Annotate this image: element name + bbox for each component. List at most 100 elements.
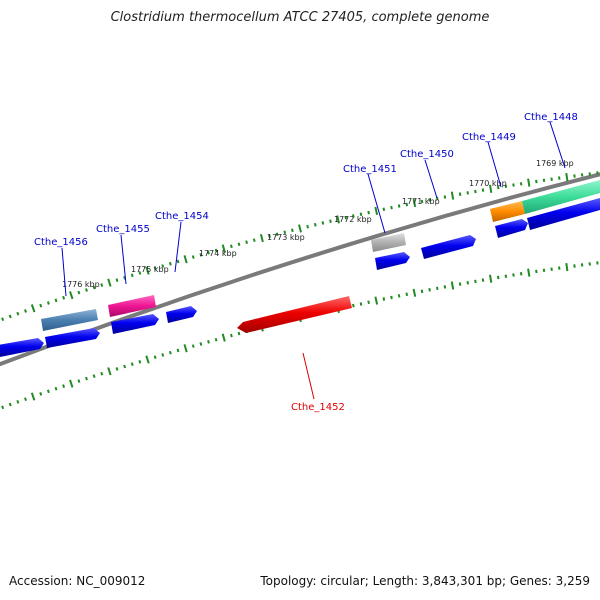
gene-features-forward [0, 198, 600, 357]
minor-tick [504, 274, 508, 278]
major-tick [69, 291, 74, 300]
minor-tick [161, 353, 165, 357]
minor-tick [458, 192, 462, 196]
minor-tick [199, 342, 203, 346]
gene-label-cthe-1448[interactable]: Cthe_1448 [524, 112, 578, 123]
gene-forward[interactable] [0, 338, 44, 357]
minor-tick [237, 331, 241, 336]
minor-tick [352, 303, 355, 308]
minor-tick [1, 317, 5, 322]
minor-tick [466, 191, 469, 195]
minor-tick [54, 386, 58, 391]
major-tick [374, 206, 379, 216]
minor-tick [367, 300, 370, 305]
minor-tick [550, 267, 553, 271]
gene-cthe-1455[interactable] [108, 295, 156, 317]
gene-label-cthe-1451[interactable]: Cthe_1451 [343, 164, 397, 175]
gene-cthe-1452[interactable] [237, 296, 352, 333]
gene-forward[interactable] [527, 198, 600, 230]
major-tick [565, 262, 569, 272]
gene-forward[interactable] [375, 252, 410, 270]
minor-tick [130, 273, 134, 278]
minor-tick [85, 376, 88, 381]
minor-tick [191, 255, 195, 259]
gene-cthe-1448[interactable] [522, 180, 600, 214]
ruler-label-1775: 1775 kbp [131, 265, 169, 274]
minor-tick [329, 219, 332, 223]
gene-label-cthe-1456[interactable]: Cthe_1456 [34, 237, 88, 248]
minor-tick [62, 384, 66, 389]
minor-tick [153, 266, 157, 271]
minor-tick [359, 302, 363, 306]
major-tick [30, 392, 36, 401]
leader-line [367, 173, 386, 234]
major-tick [489, 274, 493, 283]
minor-tick [512, 183, 515, 187]
minor-tick [428, 288, 431, 292]
accession-text: Accession: NC_009012 [9, 574, 146, 588]
minor-tick [100, 283, 104, 287]
ruler-label-1770: 1770 kbp [469, 179, 507, 188]
gene-forward[interactable] [111, 314, 159, 334]
leader-line [549, 121, 566, 169]
minor-tick [283, 230, 287, 235]
leader-line [174, 221, 182, 273]
minor-tick [321, 221, 325, 225]
minor-tick [54, 298, 58, 303]
minor-tick [92, 285, 96, 290]
minor-tick [168, 350, 172, 355]
gene-label-cthe-1455[interactable]: Cthe_1455 [96, 224, 150, 235]
ruler-label-1773: 1773 kbp [267, 233, 305, 242]
major-tick [259, 234, 264, 243]
minor-tick [230, 333, 233, 338]
gene-label-cthe-1449[interactable]: Cthe_1449 [462, 132, 516, 143]
gene-label-cthe-1450[interactable]: Cthe_1450 [400, 149, 454, 160]
leader-line [487, 141, 502, 188]
minor-tick [481, 278, 485, 282]
gene-cthe-1456[interactable] [41, 309, 98, 331]
major-tick [450, 281, 455, 290]
minor-tick [24, 309, 27, 313]
minor-tick [115, 367, 119, 371]
label-leader-lines [61, 121, 566, 400]
minor-tick [352, 214, 355, 218]
minor-tick [77, 290, 81, 295]
gene-label-cthe-1454[interactable]: Cthe_1454 [155, 211, 209, 222]
map-title: Clostridium thermocellum ATCC 27405, com… [110, 10, 490, 25]
major-tick [374, 296, 379, 305]
gene-cthe-1450[interactable] [421, 235, 476, 259]
minor-tick [359, 212, 363, 216]
minor-tick [77, 379, 81, 383]
minor-tick [428, 198, 431, 202]
gene-cthe-1451[interactable] [371, 233, 406, 252]
minor-tick [443, 195, 447, 199]
gene-forward[interactable] [45, 328, 100, 348]
minor-tick [558, 266, 561, 270]
minor-tick [199, 253, 203, 257]
major-tick [412, 288, 417, 297]
minor-tick [214, 337, 218, 342]
gene-forward[interactable] [495, 219, 528, 238]
minor-tick [92, 374, 96, 379]
gene-cthe-1449[interactable] [490, 201, 525, 222]
major-tick [565, 172, 569, 182]
minor-tick [390, 205, 393, 210]
gene-labels: Cthe_1456 Cthe_1455 Cthe_1454 Cthe_1451 … [34, 112, 578, 413]
major-tick [527, 268, 531, 277]
minor-tick [100, 371, 104, 376]
minor-tick [535, 179, 538, 184]
major-tick [183, 344, 188, 353]
ruler-label-1771: 1771 kbp [402, 197, 440, 206]
minor-tick [130, 362, 134, 366]
minor-tick [382, 207, 386, 212]
gene-cthe-1454[interactable] [166, 306, 197, 323]
major-tick [30, 304, 36, 313]
topology-text: Topology: circular; Length: 3,843,301 bp… [260, 574, 590, 588]
minor-tick [405, 202, 409, 207]
gene-label-cthe-1452[interactable]: Cthe_1452 [291, 402, 345, 413]
major-tick [107, 278, 112, 287]
minor-tick [588, 262, 591, 266]
minor-tick [161, 264, 165, 268]
outer-tick-ruler [1, 171, 599, 322]
